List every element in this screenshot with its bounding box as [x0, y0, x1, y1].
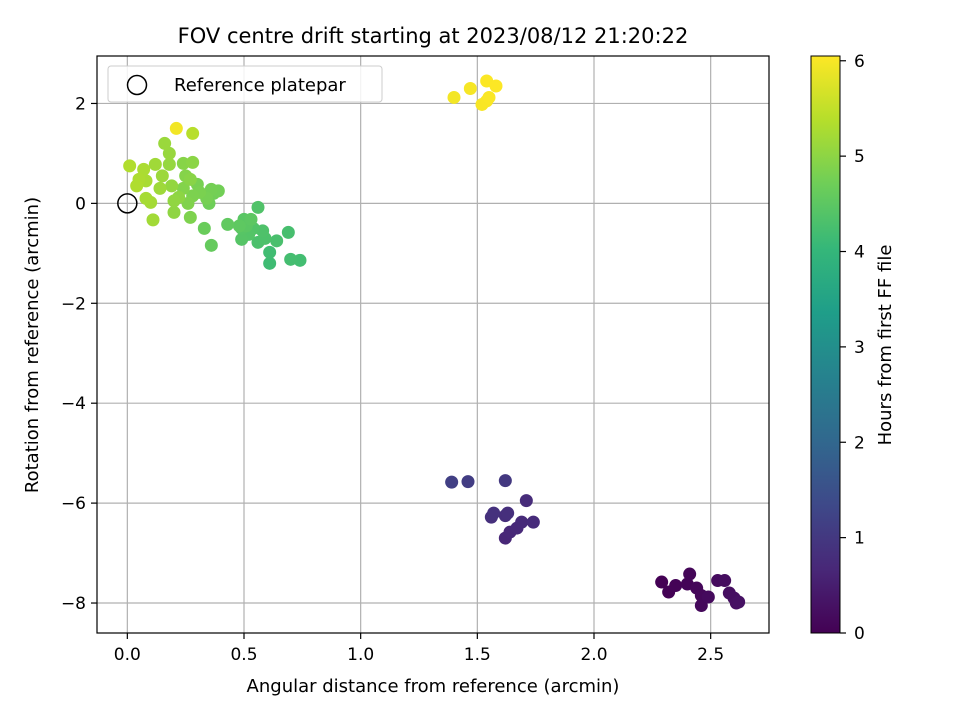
data-points: [117, 74, 746, 613]
colorbar-tick-label: 3: [854, 338, 865, 358]
data-point: [139, 191, 153, 205]
data-point: [487, 506, 501, 520]
data-point: [162, 146, 176, 160]
data-point: [463, 81, 477, 95]
data-point: [183, 172, 197, 186]
data-point: [489, 79, 503, 93]
data-point: [167, 205, 181, 219]
data-point: [501, 506, 515, 520]
colorbar-tick-label: 4: [854, 243, 865, 263]
data-point: [526, 515, 540, 529]
data-point: [158, 136, 172, 150]
data-point: [148, 157, 162, 171]
colorbar-gradient: [810, 55, 841, 634]
data-point: [447, 90, 461, 104]
data-point: [162, 157, 176, 171]
data-point: [263, 245, 277, 259]
data-point: [655, 575, 669, 589]
data-point: [232, 219, 246, 233]
y-tick-label: −2: [61, 294, 86, 314]
colorbar: 0 1 2 3 4 5 6 Hours from first FF file: [810, 52, 896, 644]
colorbar-tick-label: 0: [854, 624, 865, 644]
data-point: [137, 162, 151, 176]
x-tick-label: 0.0: [114, 645, 141, 665]
data-point: [244, 212, 258, 226]
data-point: [284, 252, 298, 266]
data-point: [270, 234, 284, 248]
data-point: [701, 590, 715, 604]
colorbar-tick-label: 5: [854, 147, 865, 167]
grid: [97, 56, 769, 633]
data-point: [130, 179, 144, 193]
legend-marker-reference: [126, 74, 148, 96]
data-point: [153, 181, 167, 195]
y-axis-ticks: −8 −6 −4 −2 0 2: [61, 94, 97, 614]
colorbar-ticks: 0 1 2 3 4 5 6: [840, 52, 865, 644]
data-point: [197, 221, 211, 235]
data-point: [123, 159, 137, 173]
data-point: [461, 475, 475, 489]
data-point: [186, 126, 200, 140]
data-point: [482, 90, 496, 104]
data-point: [146, 213, 160, 227]
data-point: [669, 579, 683, 593]
colorbar-label: Hours from first FF file: [875, 245, 896, 446]
data-point: [204, 238, 218, 252]
data-point: [263, 256, 277, 270]
colorbar-tick-label: 1: [854, 529, 865, 549]
data-point: [235, 232, 249, 246]
data-point: [281, 225, 295, 239]
data-point: [718, 574, 732, 588]
y-tick-label: −4: [61, 394, 86, 414]
data-point: [155, 169, 169, 183]
data-point: [732, 595, 746, 609]
data-point: [221, 217, 235, 231]
data-point: [186, 155, 200, 169]
y-tick-label: 2: [75, 94, 86, 114]
data-point: [251, 200, 265, 214]
x-tick-label: 2.0: [580, 645, 607, 665]
y-tick-label: −8: [61, 594, 86, 614]
legend: Reference platepar: [107, 65, 383, 103]
legend-label-reference: Reference platepar: [174, 75, 346, 96]
chart-title: FOV centre drift starting at 2023/08/12 …: [178, 24, 689, 48]
data-point: [181, 196, 195, 210]
data-point: [169, 121, 183, 135]
x-tick-label: 1.5: [464, 645, 491, 665]
y-tick-label: −6: [61, 494, 86, 514]
data-point: [165, 179, 179, 193]
data-point: [519, 494, 533, 508]
data-point: [183, 210, 197, 224]
data-point: [683, 567, 697, 581]
x-tick-label: 0.5: [230, 645, 257, 665]
plot-frame: [96, 55, 770, 634]
x-tick-label: 1.0: [347, 645, 374, 665]
y-axis-label: Rotation from reference (arcmin): [22, 197, 43, 493]
colorbar-tick-label: 6: [854, 52, 865, 72]
data-point: [498, 474, 512, 488]
data-point: [445, 475, 459, 489]
data-point: [515, 515, 529, 529]
data-point: [167, 194, 181, 208]
x-axis-label: Angular distance from reference (arcmin): [247, 676, 620, 697]
colorbar-tick-label: 2: [854, 433, 865, 453]
reference-platepar-marker: [117, 193, 138, 214]
legend-box: [107, 65, 383, 103]
x-axis-ticks: 0.0 0.5 1.0 1.5 2.0 2.5: [114, 633, 724, 665]
x-tick-label: 2.5: [697, 645, 724, 665]
y-tick-label: 0: [75, 194, 86, 214]
